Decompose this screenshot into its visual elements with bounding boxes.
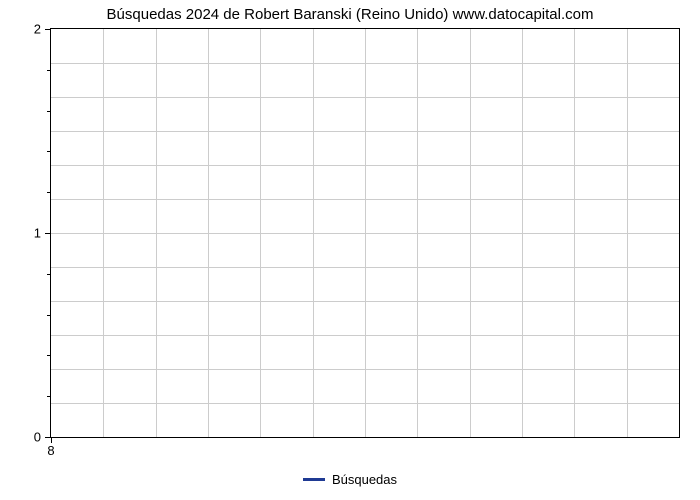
y-axis-minor-tick [47, 315, 51, 316]
legend-label: Búsquedas [332, 472, 397, 487]
y-axis-minor-tick [47, 274, 51, 275]
plot-area: 0128 [50, 28, 680, 438]
y-axis-minor-tick [47, 70, 51, 71]
x-axis-tick-mark [51, 437, 52, 443]
gridline-horizontal [51, 267, 679, 268]
legend: Búsquedas [0, 472, 700, 487]
y-axis-tick-mark [45, 29, 51, 30]
y-axis-minor-tick [47, 192, 51, 193]
gridline-horizontal [51, 131, 679, 132]
gridline-horizontal [51, 97, 679, 98]
gridline-horizontal [51, 199, 679, 200]
gridline-horizontal [51, 335, 679, 336]
legend-line-swatch [303, 478, 325, 481]
gridline-horizontal [51, 403, 679, 404]
gridline-horizontal [51, 233, 679, 234]
y-axis-tick-mark [45, 233, 51, 234]
y-axis-minor-tick [47, 151, 51, 152]
y-axis-minor-tick [47, 355, 51, 356]
y-axis-minor-tick [47, 111, 51, 112]
chart-container: Búsquedas 2024 de Robert Baranski (Reino… [0, 0, 700, 500]
gridline-horizontal [51, 63, 679, 64]
gridline-horizontal [51, 301, 679, 302]
y-axis-minor-tick [47, 396, 51, 397]
gridline-horizontal [51, 369, 679, 370]
chart-title: Búsquedas 2024 de Robert Baranski (Reino… [0, 6, 700, 23]
gridline-horizontal [51, 165, 679, 166]
